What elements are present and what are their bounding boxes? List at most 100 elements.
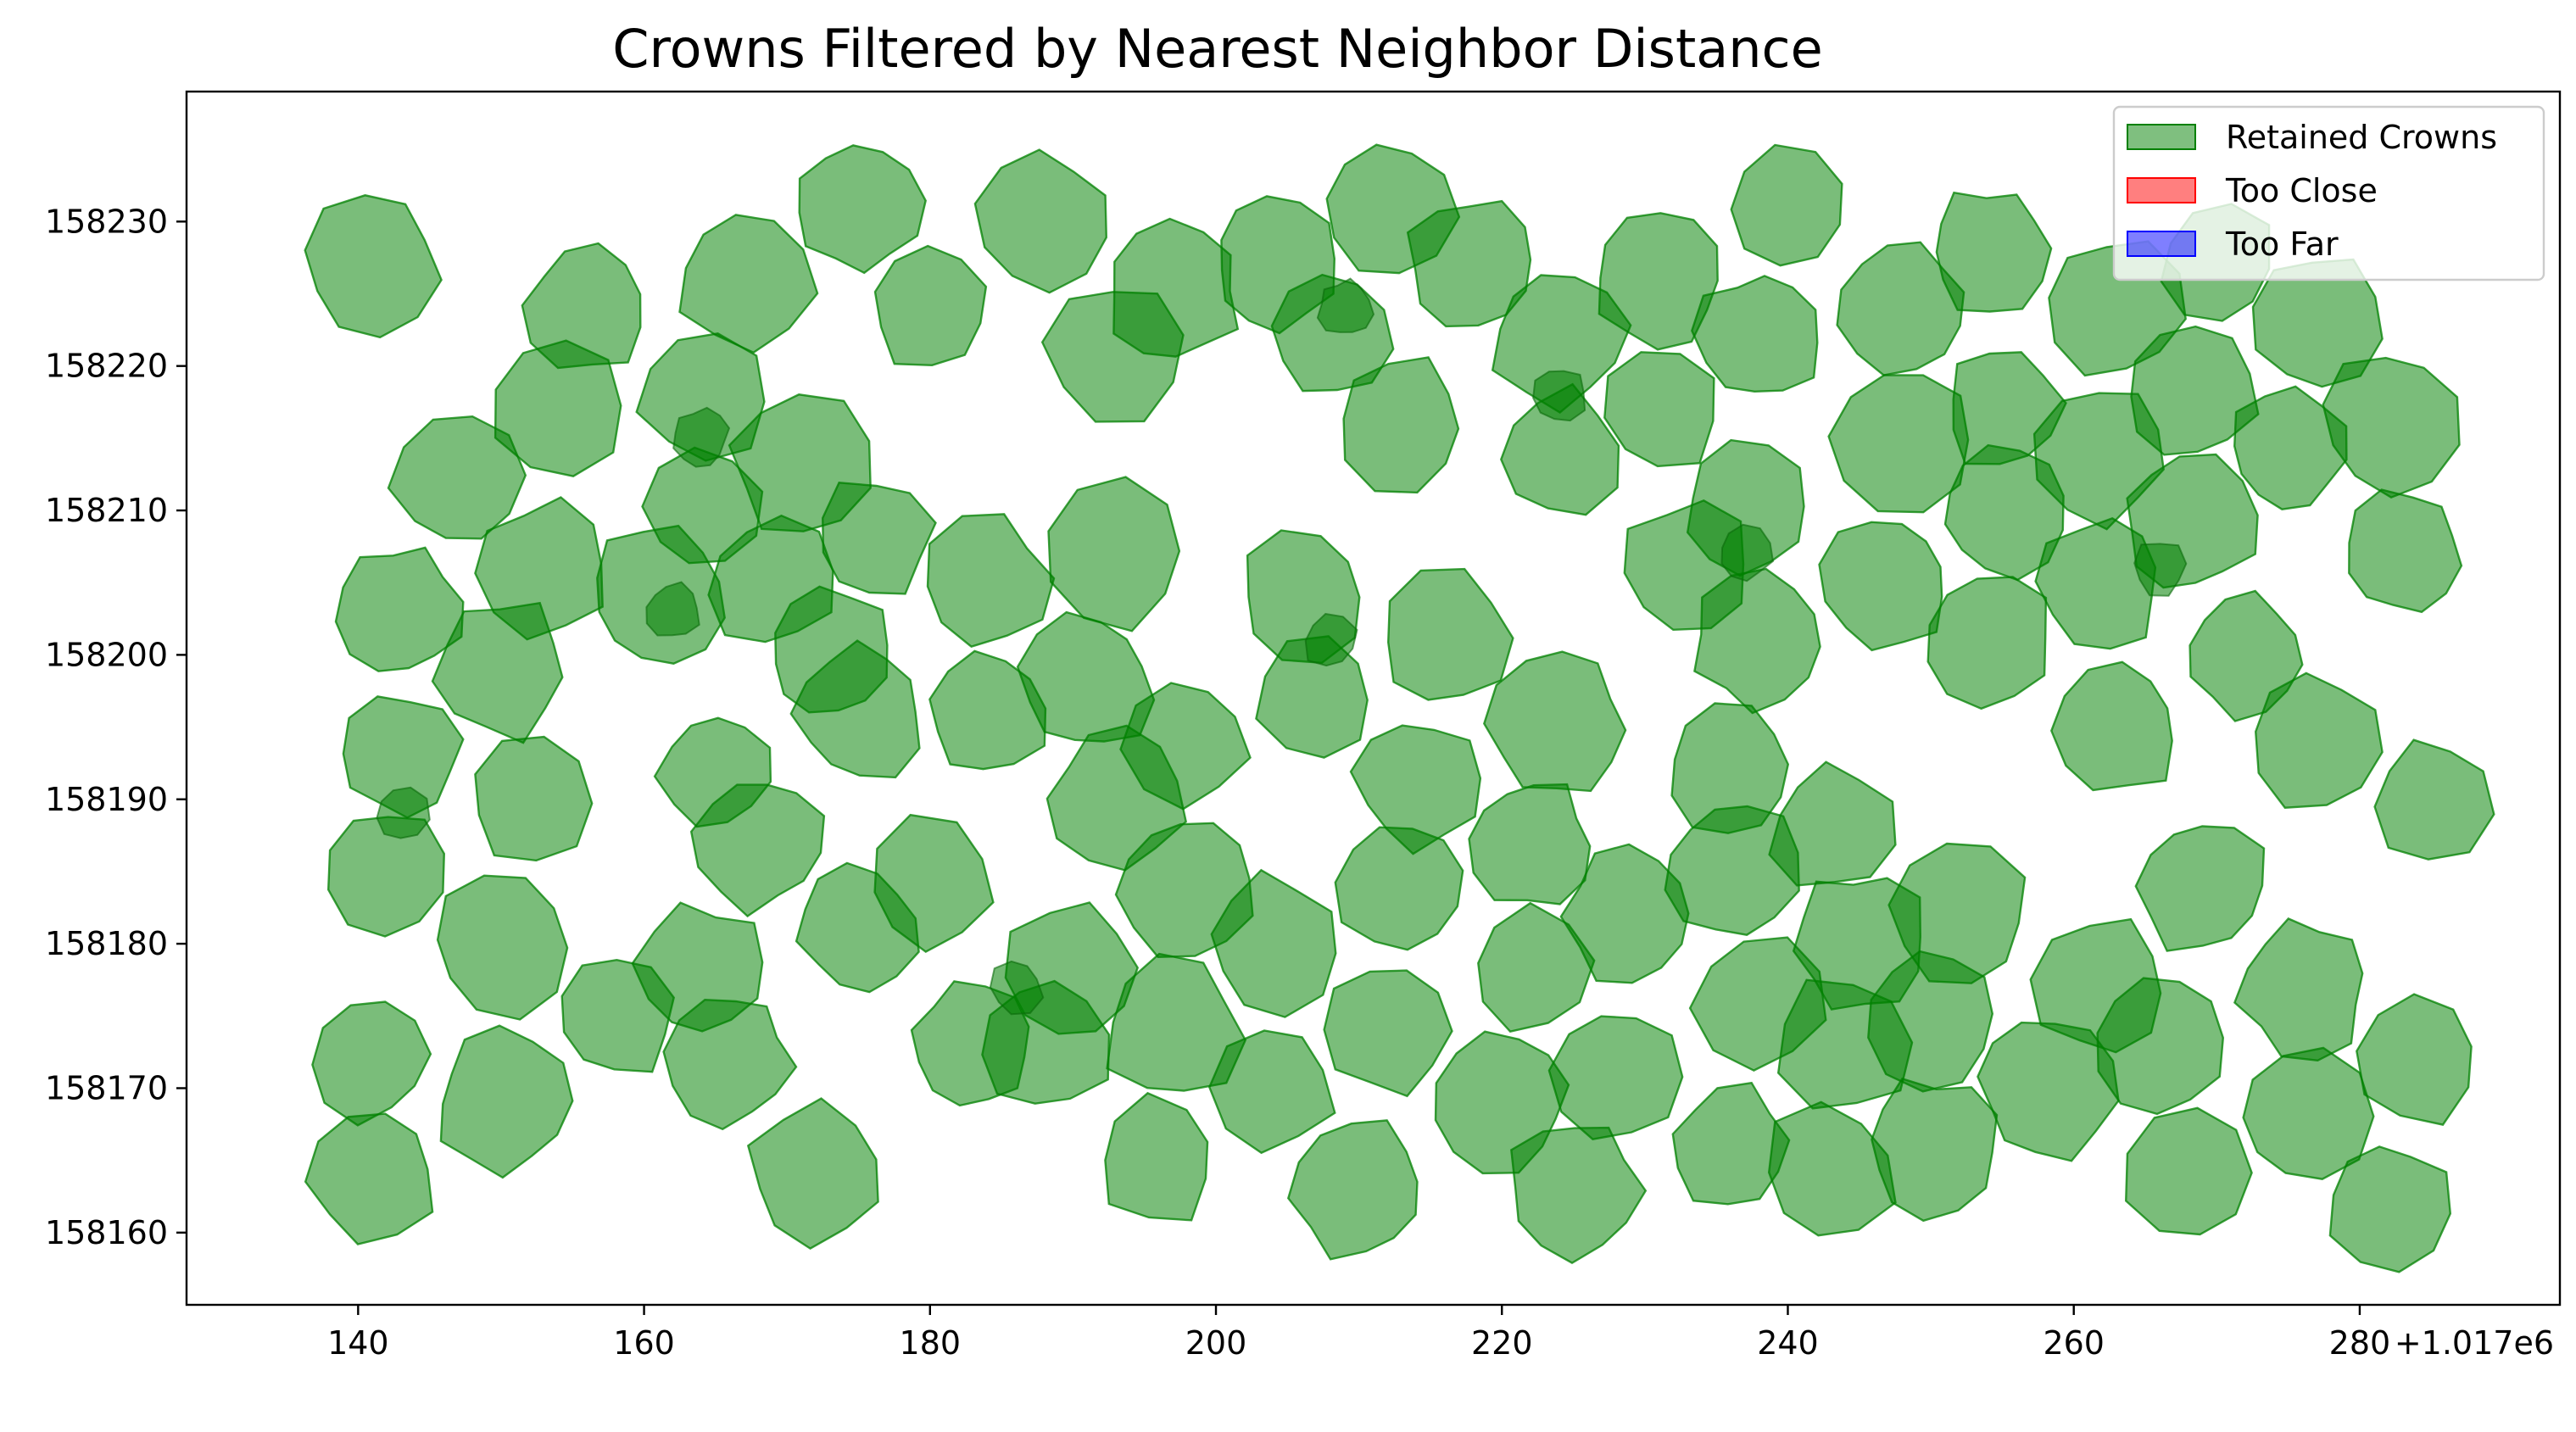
crown-polygon bbox=[774, 585, 889, 714]
x-tick-label: 160 bbox=[613, 1324, 675, 1362]
crown-overlap bbox=[989, 960, 1045, 1016]
crown-polygon bbox=[1386, 567, 1514, 701]
crown-polygon bbox=[2130, 325, 2260, 456]
y-tick-label: 158180 bbox=[45, 925, 168, 962]
crown-overlap bbox=[1532, 370, 1586, 422]
crown-polygon bbox=[1286, 1119, 1419, 1261]
y-tick-label: 158230 bbox=[45, 203, 168, 240]
legend-label-too-far: Too Far bbox=[2225, 226, 2339, 263]
crown-polygon bbox=[1112, 217, 1240, 358]
x-tick-label: 260 bbox=[2043, 1324, 2105, 1362]
crown-polygon bbox=[2242, 1046, 2375, 1180]
legend-swatch-too-far bbox=[2127, 231, 2196, 257]
crown-polygon bbox=[2050, 660, 2173, 792]
y-tick-label: 158190 bbox=[45, 781, 168, 818]
crown-overlap bbox=[1720, 523, 1775, 582]
crown-polygon bbox=[821, 482, 937, 595]
crown-polygon bbox=[1691, 275, 1819, 393]
y-tick-label: 158170 bbox=[45, 1069, 168, 1106]
crown-polygon bbox=[1323, 969, 1453, 1098]
crown-polygon bbox=[2373, 738, 2495, 861]
crown-overlap bbox=[1316, 277, 1375, 333]
crown-polygon bbox=[493, 339, 622, 477]
crown-overlap bbox=[672, 406, 731, 468]
crown-polygon bbox=[1255, 635, 1369, 759]
crown-polygon bbox=[2233, 917, 2364, 1062]
chart-title: Crowns Filtered by Nearest Neighbor Dist… bbox=[612, 18, 1823, 80]
crown-polygon bbox=[1500, 382, 1620, 516]
legend-label-retained: Retained Crowns bbox=[2226, 119, 2497, 156]
crown-polygon bbox=[678, 214, 819, 354]
crown-polygon bbox=[1730, 143, 1843, 267]
crown-polygon bbox=[1104, 1091, 1209, 1222]
crown-polygon bbox=[2096, 977, 2225, 1116]
x-tick-label: 220 bbox=[1471, 1324, 1533, 1362]
crown-polygon bbox=[326, 816, 446, 938]
crown-polygon bbox=[1210, 868, 1337, 1018]
crown-polygon bbox=[2034, 516, 2157, 650]
crown-overlap bbox=[2133, 543, 2188, 597]
crown-polygon bbox=[2348, 488, 2463, 614]
x-axis: 140 160 180 200 220 240 260 280 bbox=[327, 1305, 2390, 1362]
crowns-layer bbox=[304, 143, 2495, 1273]
legend-swatch-too-close bbox=[2127, 177, 2196, 203]
crown-polygon bbox=[1047, 476, 1181, 632]
crown-overlap bbox=[645, 581, 700, 637]
crown-polygon bbox=[926, 513, 1056, 649]
crown-polygon bbox=[1935, 191, 2053, 313]
crown-polygon bbox=[873, 813, 995, 954]
y-tick-label: 158220 bbox=[45, 348, 168, 385]
crown-polygon bbox=[2254, 671, 2384, 809]
legend: Retained Crowns Too Close Too Far bbox=[2112, 105, 2545, 281]
crown-polygon bbox=[1106, 952, 1247, 1092]
crown-polygon bbox=[1926, 576, 2048, 710]
crown-polygon bbox=[746, 1097, 879, 1251]
legend-swatch-retained bbox=[2127, 124, 2196, 150]
crown-polygon bbox=[431, 601, 564, 744]
x-tick-label: 280 bbox=[2329, 1324, 2391, 1362]
crown-polygon bbox=[1208, 1029, 1336, 1155]
crown-polygon bbox=[1119, 682, 1252, 811]
crown-polygon bbox=[304, 1112, 434, 1245]
crown-overlap bbox=[376, 786, 431, 839]
plot-frame bbox=[185, 90, 2562, 1307]
crown-overlap bbox=[1304, 612, 1358, 667]
crown-polygon bbox=[1547, 1015, 1684, 1140]
crown-polygon bbox=[973, 148, 1108, 294]
crown-polygon bbox=[1468, 783, 1592, 905]
y-tick-label: 158210 bbox=[45, 492, 168, 529]
overlap-layer bbox=[376, 277, 2188, 1016]
crown-polygon bbox=[2124, 1106, 2253, 1236]
y-tick-label: 158200 bbox=[45, 636, 168, 673]
x-tick-label: 240 bbox=[1757, 1324, 1819, 1362]
x-tick-label: 180 bbox=[900, 1324, 962, 1362]
y-axis: 158160 158170 158180 158190 158200 158210 1582… bbox=[45, 203, 187, 1251]
crown-polygon bbox=[2134, 825, 2266, 952]
crown-polygon bbox=[1477, 901, 1596, 1034]
crown-polygon bbox=[1767, 1100, 1897, 1237]
crown-polygon bbox=[2328, 1145, 2452, 1273]
crown-polygon bbox=[560, 958, 675, 1073]
crown-polygon bbox=[1943, 443, 2065, 582]
crown-polygon bbox=[1664, 805, 1800, 936]
crown-polygon bbox=[1836, 241, 1965, 376]
crown-polygon bbox=[662, 998, 798, 1131]
legend-box bbox=[2112, 105, 2545, 281]
crown-polygon bbox=[1342, 356, 1460, 494]
y-tick-label: 158160 bbox=[45, 1214, 168, 1251]
crown-polygon bbox=[1867, 950, 1994, 1093]
legend-label-too-close: Too Close bbox=[2225, 172, 2378, 209]
crown-polygon bbox=[2322, 356, 2461, 499]
crown-polygon bbox=[1693, 567, 1821, 715]
crown-polygon bbox=[521, 242, 642, 370]
crown-polygon bbox=[928, 649, 1047, 771]
crown-polygon bbox=[1827, 374, 1970, 514]
x-offset-label: +1.017e6 bbox=[2395, 1324, 2554, 1362]
x-tick-label: 200 bbox=[1185, 1324, 1247, 1362]
crown-polygon bbox=[689, 783, 826, 918]
crown-polygon bbox=[1482, 650, 1627, 793]
crown-polygon bbox=[304, 194, 443, 339]
crown-polygon bbox=[798, 144, 927, 275]
crown-polygon bbox=[2356, 993, 2473, 1126]
